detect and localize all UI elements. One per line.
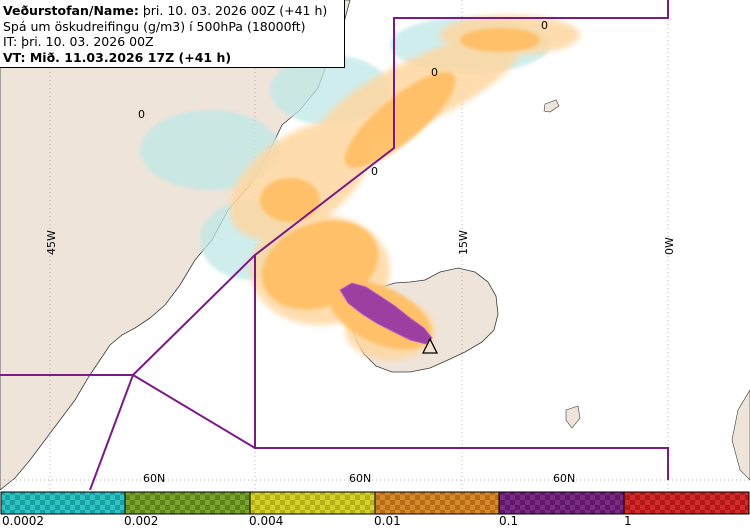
forecast-time: þri. 10. 03. 2026 00Z (+41 h) [138, 3, 328, 18]
forecast-title-line: Veðurstofan/Name: þri. 10. 03. 2026 00Z … [3, 3, 344, 19]
ash-dispersion-map: 0 0 0 0 45W 15W 0W 60N 60N 60N [0, 0, 750, 490]
lat-label-60n: 60N [349, 472, 371, 485]
volcano-triangle-icon [421, 337, 439, 354]
zero-marker: 0 [541, 19, 548, 32]
lon-label-45w: 45W [45, 230, 58, 255]
zero-marker: 0 [431, 66, 438, 79]
legend-label-0.004: 0.004 [249, 514, 284, 528]
lon-label-15w: 15W [457, 230, 470, 255]
legend-label-0.1: 0.1 [499, 514, 519, 528]
legend-swatch-3 [249, 491, 376, 515]
legend-swatch-5 [498, 491, 625, 515]
lat-label-60n: 60N [553, 472, 575, 485]
lon-label-0w: 0W [663, 237, 676, 255]
legend-swatch-1 [0, 491, 126, 515]
forecast-description: Spá um öskudreifingu (g/m3) í 500hPa (18… [3, 18, 306, 34]
legend-label-1: 1 [624, 514, 632, 528]
initial-time: IT: þri. 10. 03. 2026 00Z [3, 34, 154, 49]
fir-boundary [0, 0, 669, 490]
valid-time: VT: Mið. 11.03.2026 17Z (+41 h) [3, 49, 232, 65]
office-name: Veðurstofan/Name: [3, 3, 139, 18]
legend-swatch-2 [124, 491, 251, 515]
legend-label-0.0002: 0.0002 [2, 514, 44, 528]
concentration-legend [0, 490, 750, 532]
legend-swatch-4 [374, 491, 500, 515]
legend-label-0.01: 0.01 [374, 514, 401, 528]
forecast-info-panel: Veðurstofan/Name: þri. 10. 03. 2026 00Z … [0, 0, 345, 68]
legend-label-0.002: 0.002 [124, 514, 159, 528]
lat-label-60n: 60N [143, 472, 165, 485]
legend-swatch-6 [623, 491, 750, 515]
zero-marker: 0 [138, 108, 145, 121]
zero-marker: 0 [371, 165, 378, 178]
ash-high-concentration [339, 282, 433, 345]
